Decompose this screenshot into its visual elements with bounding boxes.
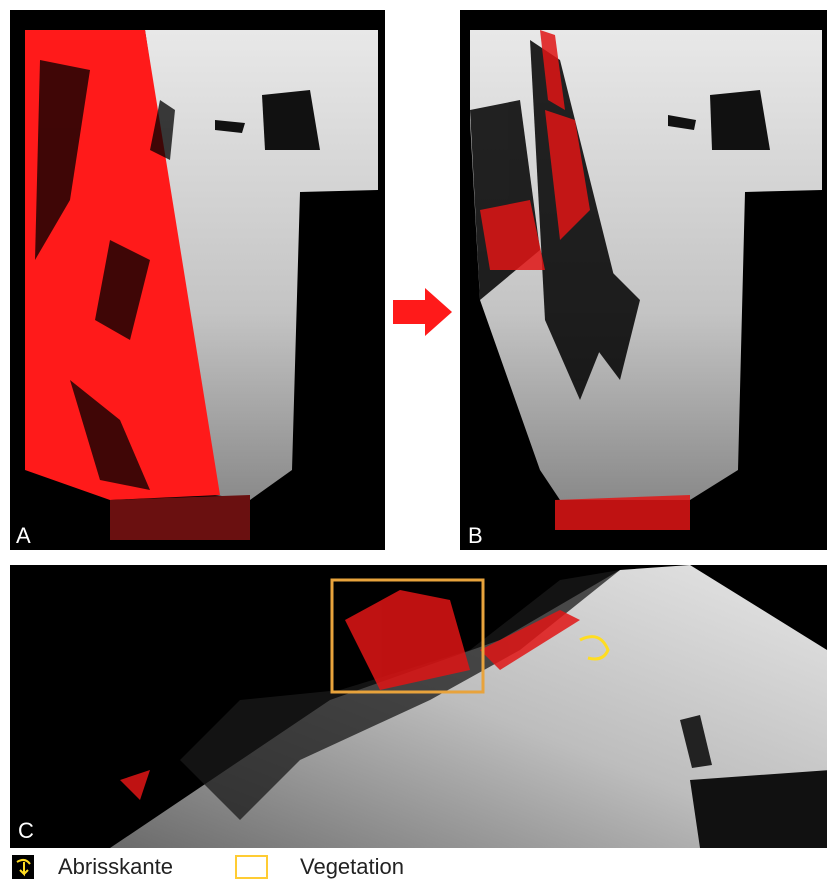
panel-label: A (16, 523, 31, 548)
panel-label: B (468, 523, 483, 548)
arrow (393, 288, 452, 336)
panel-b: B (460, 10, 827, 550)
panel-a: A (10, 10, 385, 550)
panel-c: C (10, 565, 827, 848)
legend-label: Abrisskante (58, 854, 173, 879)
panel-label: C (18, 818, 34, 843)
legend-label: Vegetation (300, 854, 404, 879)
legend: Abrisskante Vegetation (12, 854, 404, 879)
